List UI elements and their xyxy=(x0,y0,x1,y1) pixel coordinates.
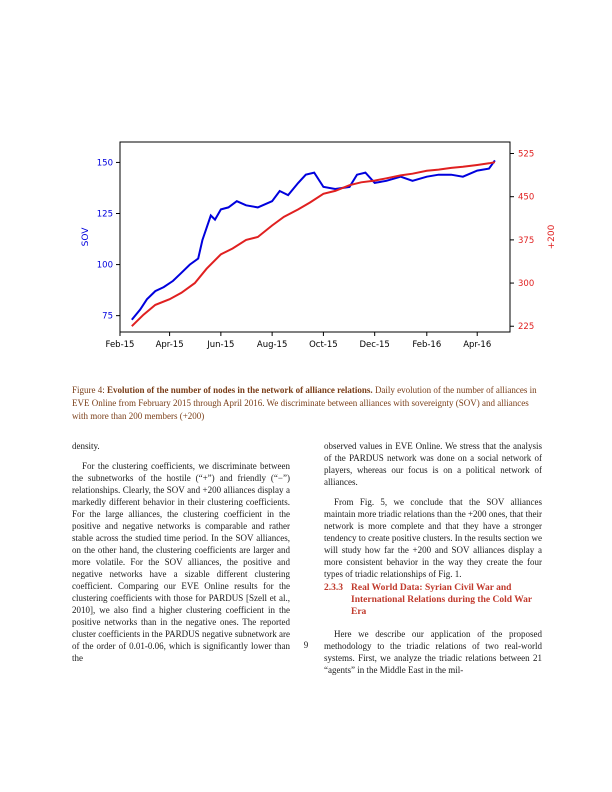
series-line-plus200 xyxy=(131,161,496,327)
y2-tick-label: 225 xyxy=(518,322,534,332)
y-tick-label: 75 xyxy=(102,312,113,322)
y2-tick-label: 375 xyxy=(518,236,534,246)
paragraph: observed values in EVE Online. We stress… xyxy=(324,441,542,487)
x-axis-ticks: Feb-15 Apr-15 Jun-15 Aug-15 Oct-15 Dec-15 Feb-… xyxy=(106,332,491,350)
y2-tick-label: 525 xyxy=(518,150,534,160)
paragraph: For the clustering coefficients, we disc… xyxy=(72,461,290,663)
x-tick-label: Feb-15 xyxy=(106,340,135,350)
caption-title: Evolution of the number of nodes in the … xyxy=(107,385,373,395)
section-title: Real World Data: Syrian Civil War and In… xyxy=(351,583,532,617)
series-line-sov xyxy=(131,159,496,321)
y-tick-label: 125 xyxy=(97,210,113,220)
y-tick-label: 100 xyxy=(97,261,113,271)
paragraph: Here we describe our application of the … xyxy=(324,629,542,675)
y-axis-ticks: 75 100 125 150 xyxy=(97,158,120,322)
y-tick-label: 150 xyxy=(97,158,113,168)
x-tick-label: Aug-15 xyxy=(257,340,287,350)
x-tick-label: Apr-16 xyxy=(463,340,491,350)
y-axis-label: SOV xyxy=(81,227,91,247)
section-heading: 2.3.3 Real World Data: Syrian Civil War … xyxy=(324,582,542,618)
left-column: density. For the clustering coefficients… xyxy=(72,440,290,672)
plot-frame xyxy=(119,141,511,333)
x-tick-label: Oct-15 xyxy=(309,340,338,350)
x-tick-label: Jun-15 xyxy=(206,340,234,350)
y2-axis-ticks: 225 300 375 450 525 xyxy=(510,150,534,332)
caption-label: Figure 4: xyxy=(72,385,105,395)
x-tick-label: Feb-16 xyxy=(412,340,441,350)
paragraph: From Fig. 5, we conclude that the SOV al… xyxy=(324,497,543,579)
y2-axis-label: +200 xyxy=(547,224,557,249)
page-number: 9 xyxy=(303,640,309,650)
section-number: 2.3.3 xyxy=(324,583,343,593)
y2-tick-label: 450 xyxy=(518,193,534,203)
x-tick-label: Dec-15 xyxy=(360,340,390,350)
right-column: observed values in EVE Online. We stress… xyxy=(324,440,542,684)
y2-tick-label: 300 xyxy=(518,279,534,289)
paragraph: density. xyxy=(72,441,100,451)
alliance-chart: Feb-15 Apr-15 Jun-15 Aug-15 Oct-15 Dec-15 Feb-… xyxy=(81,141,557,350)
caption-body: Daily evolution of the number of allianc… xyxy=(72,385,537,421)
x-tick-label: Apr-15 xyxy=(156,340,184,350)
figure-caption: Figure 4: Evolution of the number of nod… xyxy=(72,384,540,423)
